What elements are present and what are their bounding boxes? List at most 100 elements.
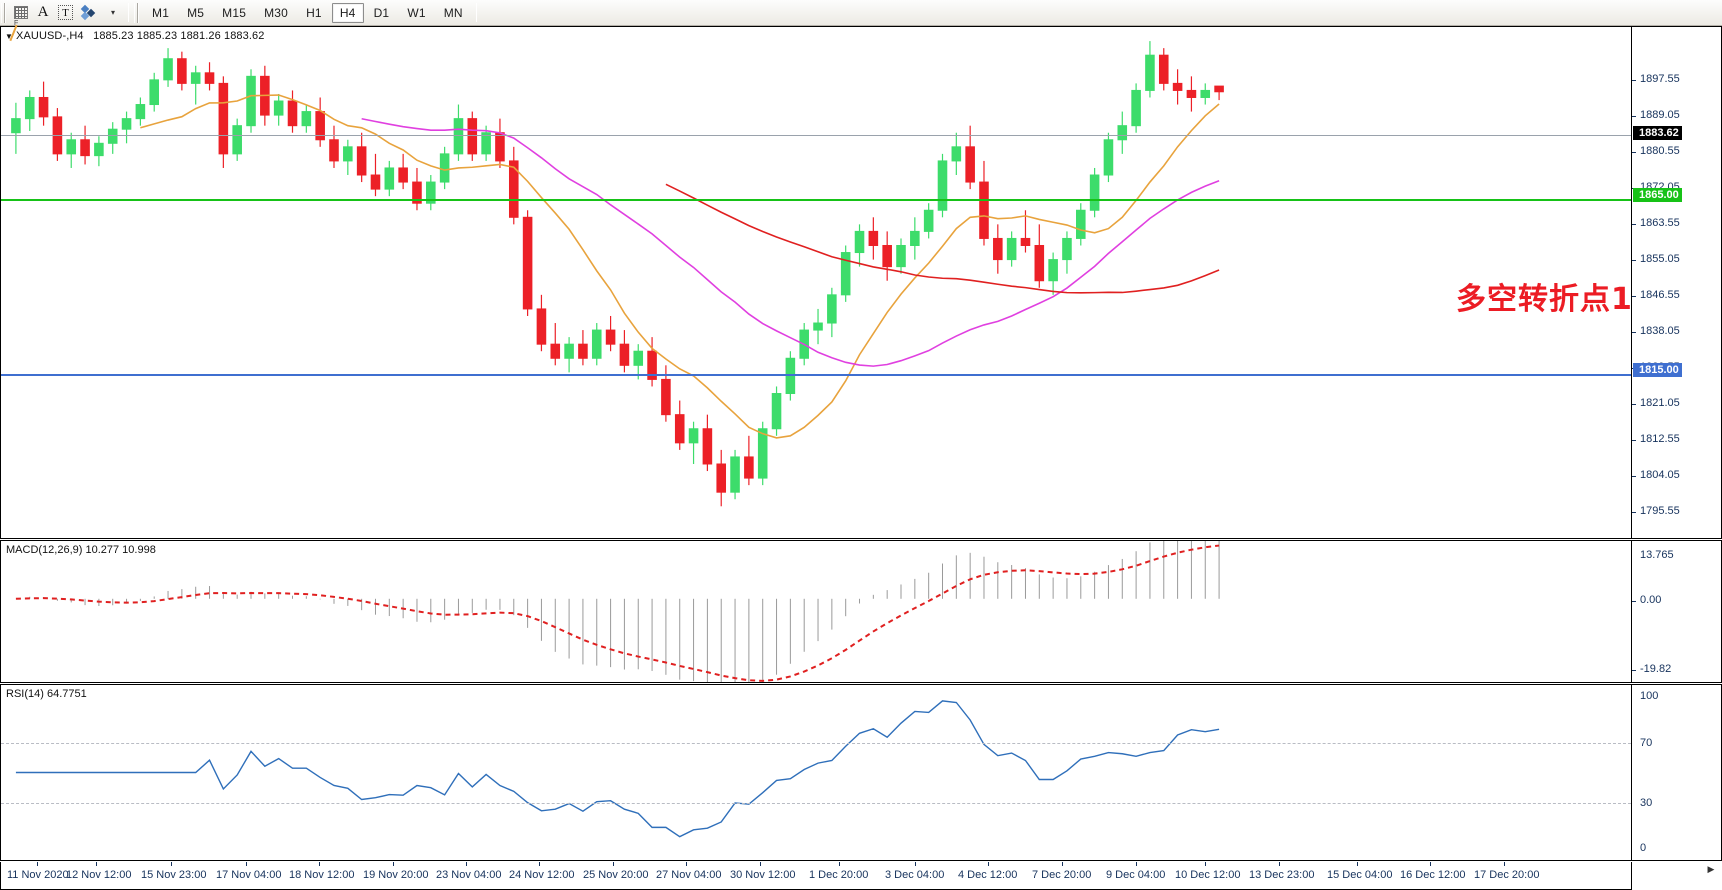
rsi-overbought-guide — [1, 743, 1631, 744]
timeframe-h1[interactable]: H1 — [306, 5, 322, 20]
timeframe-m30[interactable]: M30 — [264, 5, 289, 20]
timeframe-drag-handle[interactable] — [134, 2, 141, 23]
level-tag-1815[interactable]: 1815.00 — [1633, 363, 1682, 377]
time-axis-label: 25 Nov 20:00 — [583, 869, 649, 881]
price-candles-svg — [11, 41, 1224, 507]
time-axis-label: 13 Dec 23:00 — [1249, 869, 1315, 881]
axis-tick-label: 1804.05 — [1632, 470, 1721, 481]
time-axis-tick — [246, 862, 247, 866]
time-axis-label: 27 Nov 04:00 — [656, 869, 722, 881]
time-axis-tick — [171, 862, 172, 866]
time-axis-tick — [760, 862, 761, 866]
time-axis-tick — [319, 862, 320, 866]
chinese-annotation-label[interactable]: 多空转折点1865 — [1456, 282, 1631, 317]
time-axis-label: 17 Nov 04:00 — [216, 869, 282, 881]
axis-tick-label: 70 — [1640, 737, 1653, 749]
macd-pane[interactable]: MACD(12,26,9) 10.277 10.998 13.765 0.00 -1… — [0, 540, 1722, 683]
axis-tick-label: -19.82 — [1632, 664, 1721, 675]
time-axis-tick — [1136, 862, 1137, 866]
axis-tick-label: 1855.05 — [1632, 254, 1721, 265]
time-axis-label: 16 Dec 12:00 — [1400, 869, 1466, 881]
level-line-1815[interactable] — [1, 374, 1631, 376]
chevron-down-icon[interactable]: ▾ — [110, 8, 115, 17]
time-axis-tick — [539, 862, 540, 866]
rsi-plot[interactable] — [1, 685, 1631, 860]
symbol-label: XAUUSD-,H4 — [16, 30, 84, 42]
ohlc-values: 1885.23 1885.23 1881.26 1883.62 — [93, 30, 265, 42]
price-pane[interactable]: 多空转折点1865 ▼XAUUSD-,H4 1885.23 1885.23 18… — [0, 26, 1722, 661]
time-axis-tick — [1357, 862, 1358, 866]
macd-axis[interactable]: 13.765 0.00 -19.82 — [1631, 541, 1721, 682]
time-axis-label: 1 Dec 20:00 — [809, 869, 869, 881]
time-axis-label: 15 Nov 23:00 — [141, 869, 207, 881]
timeframe-m5[interactable]: M5 — [187, 5, 205, 20]
time-axis-tick — [37, 862, 38, 866]
price-axis[interactable]: 1897.55 1889.05 1880.55 1872.05 1863.55 1855.… — [1631, 27, 1721, 661]
scroll-right-icon[interactable]: ▶ — [1707, 864, 1715, 874]
text-label-glyph: A — [37, 4, 49, 20]
support-level-tag-1865[interactable]: 1865.00 — [1633, 188, 1682, 202]
axis-tick-label: 0 — [1640, 842, 1647, 854]
rsi-oversold-guide — [1, 803, 1631, 804]
time-axis[interactable]: 11 Nov 2020 12 Nov 12:00 15 Nov 23:00 17 No… — [0, 862, 1632, 890]
toolbar-separator — [128, 3, 129, 22]
timeframe-m1[interactable]: M1 — [152, 5, 170, 20]
timeframe-h4[interactable]: H4 — [331, 2, 364, 23]
time-axis-label: 3 Dec 04:00 — [885, 869, 945, 881]
timeframe-m15[interactable]: M15 — [222, 5, 247, 20]
objects-icon[interactable] — [77, 2, 102, 24]
time-axis-tick — [839, 862, 840, 866]
axis-tick-label: 1880.55 — [1632, 146, 1721, 157]
axis-tick-label: 1812.55 — [1632, 434, 1721, 445]
time-axis-tick — [915, 862, 916, 866]
axis-tick-label: 100 — [1640, 690, 1659, 702]
timeframe-mn[interactable]: MN — [443, 5, 463, 20]
macd-svg — [15, 541, 1220, 682]
text-box-glyph: T — [58, 5, 73, 20]
main-toolbar: A T ▾ M1 M5 M15 M30 H1 H4 D1 W1 MN — [0, 0, 1722, 27]
time-axis-label: 19 Nov 20:00 — [363, 869, 429, 881]
current-price-line — [1, 135, 1631, 136]
macd-plot[interactable] — [1, 541, 1631, 682]
time-axis-label: 9 Dec 04:00 — [1106, 869, 1166, 881]
rsi-label: RSI(14) 64.7751 — [6, 688, 87, 700]
time-axis-label: 15 Dec 04:00 — [1327, 869, 1393, 881]
axis-tick-label: 1897.55 — [1632, 74, 1721, 85]
time-axis-tick — [466, 862, 467, 866]
axis-tick-label: 1838.05 — [1632, 326, 1721, 337]
text-label-icon[interactable]: A — [32, 2, 54, 24]
time-axis-label: 17 Dec 20:00 — [1474, 869, 1540, 881]
toolbar-drag-handle[interactable] — [1, 2, 8, 23]
rsi-svg — [15, 700, 1220, 838]
time-axis-tick — [1430, 862, 1431, 866]
time-axis-tick — [988, 862, 989, 866]
time-axis-label: 10 Dec 12:00 — [1175, 869, 1241, 881]
time-axis-label: 30 Nov 12:00 — [730, 869, 796, 881]
chart-header: ▼ XAUUSD-,H4 1885.23 1885.23 1881.26 1883… — [5, 30, 264, 42]
time-axis-tick — [613, 862, 614, 866]
axis-tick-label: 1863.55 — [1632, 218, 1721, 229]
time-axis-label: 11 Nov 2020 — [7, 869, 69, 881]
toolbar-separator-end — [475, 3, 477, 22]
text-box-icon[interactable]: T — [54, 2, 77, 24]
time-axis-label: 12 Nov 12:00 — [66, 869, 132, 881]
crosshair-grid-icon[interactable] — [10, 2, 32, 27]
rsi-axis[interactable]: 100 70 30 0 — [1631, 685, 1721, 860]
axis-tick-label: 30 — [1640, 797, 1653, 809]
time-axis-tick — [1062, 862, 1063, 866]
timeframe-w1[interactable]: W1 — [407, 5, 426, 20]
pivot-line-1865[interactable] — [1, 199, 1631, 201]
time-axis-tick — [686, 862, 687, 866]
rsi-pane[interactable]: RSI(14) 64.7751 100 70 30 0 — [0, 684, 1722, 861]
axis-tick-label: 1846.55 — [1632, 290, 1721, 301]
time-axis-label: 24 Nov 12:00 — [509, 869, 575, 881]
macd-label: MACD(12,26,9) 10.277 10.998 — [6, 544, 156, 556]
current-price-tag[interactable]: 1883.62 — [1633, 126, 1682, 140]
axis-tick-label: 13.765 — [1640, 549, 1674, 561]
time-axis-tick — [1279, 862, 1280, 866]
collapse-arrow-icon[interactable]: ▼ — [5, 32, 14, 41]
axis-tick-label: 0.00 — [1632, 595, 1721, 606]
time-axis-label: 23 Nov 04:00 — [436, 869, 502, 881]
price-plot[interactable]: 多空转折点1865 — [1, 27, 1631, 538]
timeframe-d1[interactable]: D1 — [373, 5, 390, 20]
